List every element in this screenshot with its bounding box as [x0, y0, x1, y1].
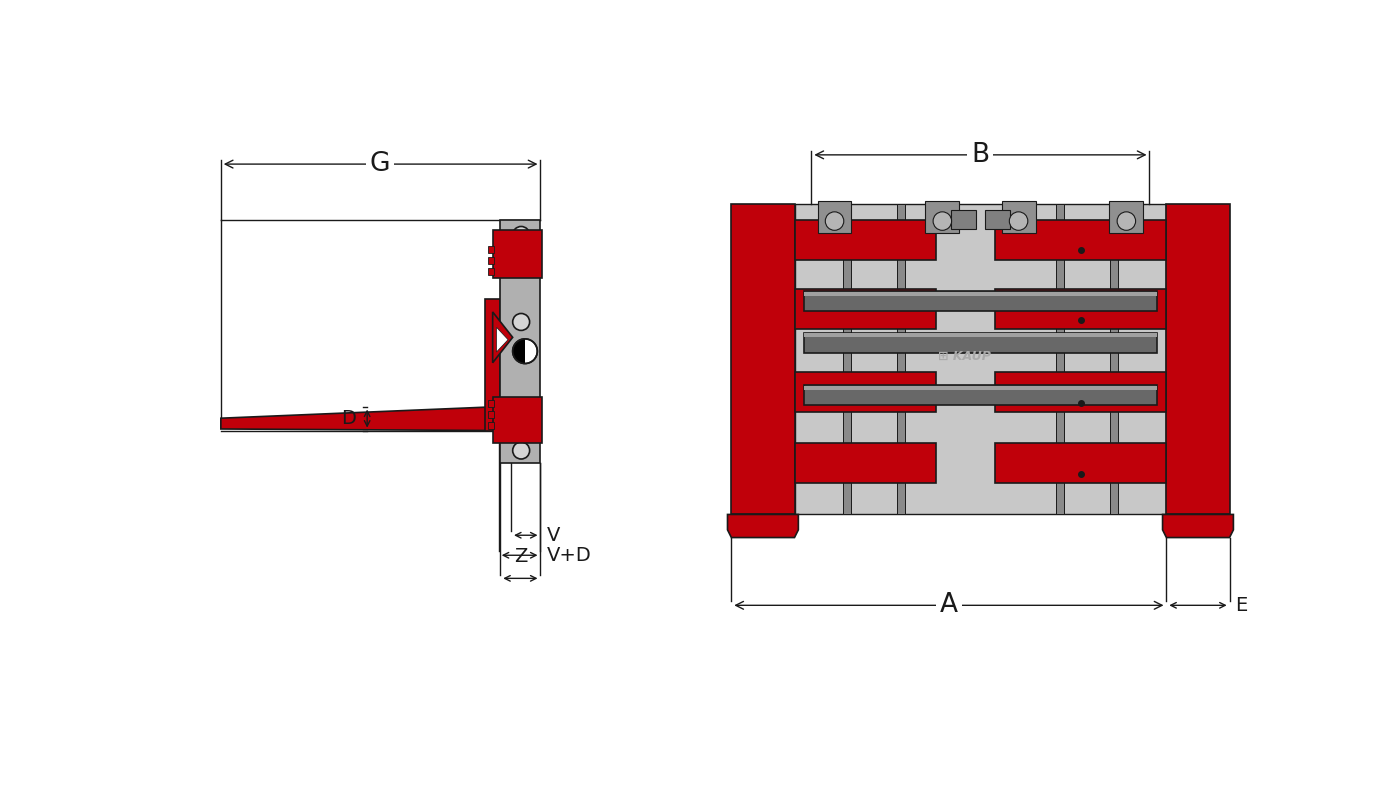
Circle shape: [1117, 212, 1135, 231]
Bar: [804, 292, 1158, 295]
Bar: [951, 210, 976, 229]
Bar: [795, 204, 1166, 514]
Bar: [804, 386, 1158, 389]
Bar: [1001, 201, 1036, 233]
Text: Z: Z: [514, 547, 526, 566]
Text: B: B: [972, 142, 990, 167]
Circle shape: [825, 212, 844, 231]
Text: V: V: [546, 525, 560, 545]
Bar: [818, 201, 851, 233]
Bar: [489, 258, 494, 264]
Bar: [489, 422, 494, 429]
Bar: [489, 401, 494, 408]
Bar: [995, 372, 1166, 412]
Bar: [897, 204, 904, 514]
Text: G: G: [370, 151, 391, 177]
Bar: [795, 443, 935, 483]
Bar: [1166, 204, 1229, 514]
Bar: [1109, 201, 1144, 233]
Text: V+D: V+D: [546, 546, 591, 565]
Circle shape: [512, 442, 529, 459]
Bar: [493, 397, 542, 443]
Circle shape: [512, 314, 529, 330]
Circle shape: [512, 339, 538, 363]
Polygon shape: [484, 299, 500, 431]
Polygon shape: [493, 312, 512, 363]
Bar: [995, 443, 1166, 483]
Polygon shape: [728, 514, 798, 537]
Bar: [804, 333, 1158, 353]
Polygon shape: [1162, 514, 1233, 537]
Text: ⊞ KAUP: ⊞ KAUP: [938, 350, 991, 363]
Bar: [804, 385, 1158, 405]
Polygon shape: [221, 407, 498, 431]
Bar: [489, 268, 494, 275]
Bar: [1057, 204, 1064, 514]
Bar: [925, 201, 959, 233]
Circle shape: [1009, 212, 1028, 231]
Text: A: A: [939, 592, 958, 619]
Bar: [731, 204, 795, 514]
Bar: [995, 289, 1166, 329]
Bar: [500, 220, 540, 463]
Bar: [489, 246, 494, 254]
Bar: [795, 220, 935, 260]
Bar: [804, 292, 1158, 311]
Bar: [489, 412, 494, 418]
Bar: [795, 372, 935, 412]
Bar: [995, 220, 1166, 260]
Polygon shape: [512, 339, 525, 363]
Polygon shape: [497, 327, 508, 352]
Bar: [795, 289, 935, 329]
Bar: [493, 230, 542, 278]
Circle shape: [512, 227, 529, 243]
Bar: [843, 204, 851, 514]
Circle shape: [932, 212, 952, 231]
Circle shape: [512, 401, 529, 417]
Bar: [986, 210, 1009, 229]
Text: D: D: [342, 409, 357, 428]
Text: E: E: [1235, 596, 1247, 615]
Bar: [1110, 204, 1119, 514]
Bar: [804, 333, 1158, 337]
